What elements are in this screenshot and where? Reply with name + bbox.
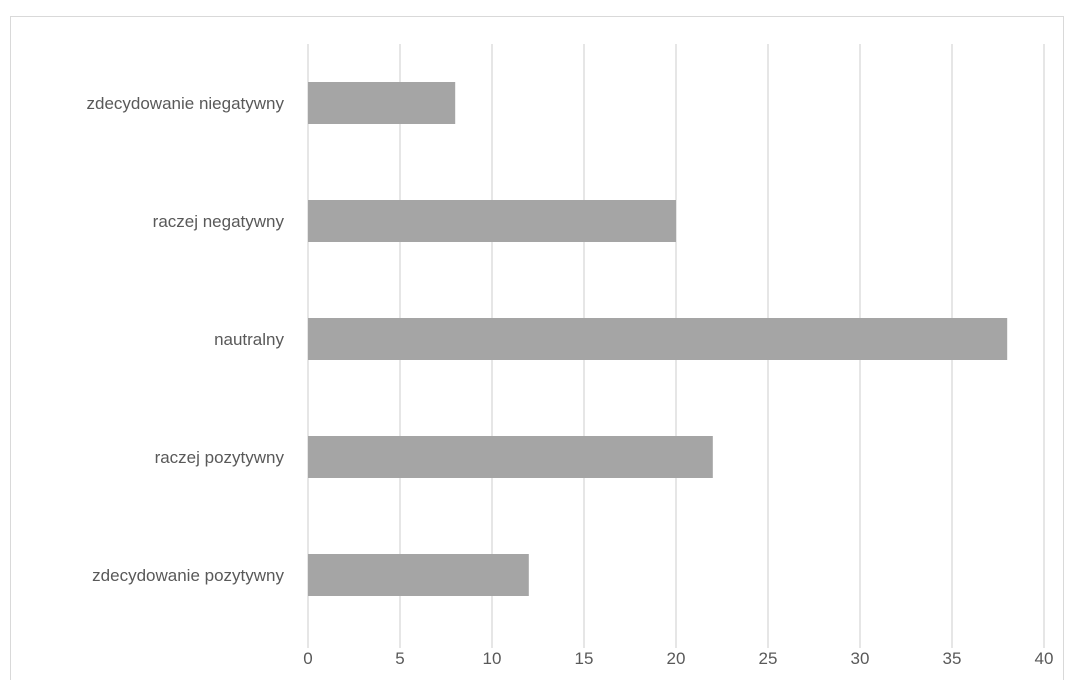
category-label: raczej negatywny xyxy=(153,212,285,231)
bar xyxy=(308,318,1008,360)
category-label: zdecydowanie niegatywny xyxy=(86,94,284,113)
bar xyxy=(308,82,456,124)
x-axis-tick-labels: 0 5 10 15 20 25 30 35 40 xyxy=(303,649,1053,668)
x-tick-label: 10 xyxy=(483,649,502,668)
category-label: raczej pozytywny xyxy=(155,448,285,467)
x-tick-label: 25 xyxy=(759,649,778,668)
bar xyxy=(308,436,713,478)
category-labels: zdecydowanie niegatywny raczej negatywny n… xyxy=(86,94,284,585)
bar xyxy=(308,554,529,596)
category-label: nautralny xyxy=(214,330,284,349)
bars xyxy=(308,82,1008,596)
x-tick-label: 0 xyxy=(303,649,312,668)
x-tick-label: 40 xyxy=(1035,649,1054,668)
x-tick-label: 5 xyxy=(395,649,404,668)
x-tick-label: 15 xyxy=(575,649,594,668)
x-tick-label: 35 xyxy=(943,649,962,668)
x-tick-label: 20 xyxy=(667,649,686,668)
x-tick-label: 30 xyxy=(851,649,870,668)
bar xyxy=(308,200,676,242)
category-label: zdecydowanie pozytywny xyxy=(92,566,284,585)
